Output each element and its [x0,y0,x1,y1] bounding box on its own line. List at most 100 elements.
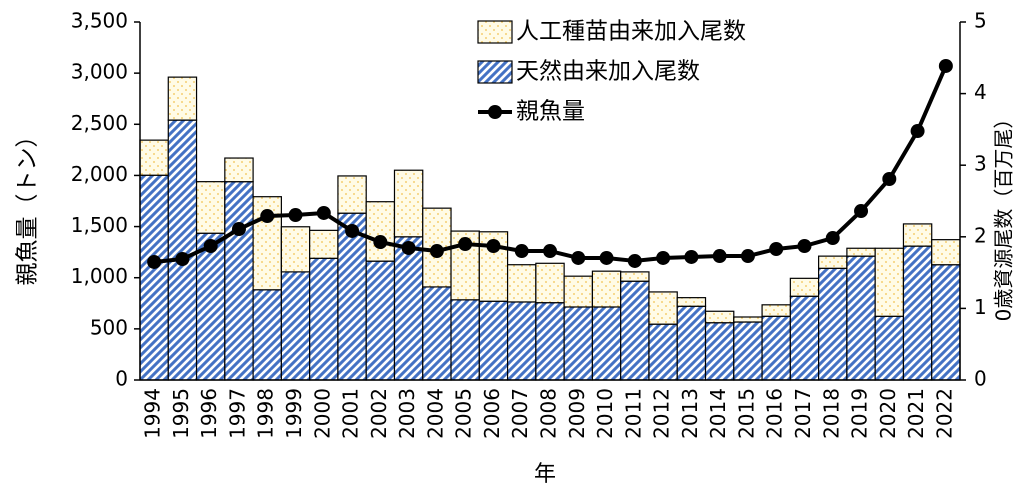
line-marker [656,250,671,265]
x-tick-label: 2016 [763,388,787,439]
x-tick-label: 1996 [197,388,221,439]
bar [280,271,311,381]
line-marker [740,249,755,264]
x-tick-label: 2021 [904,388,928,439]
bar [704,322,735,381]
x-tick-label: 2014 [706,388,730,439]
y-axis-label: 親魚量（トン） [15,125,41,286]
bar [365,260,396,381]
y-tick-label: 2,000 [71,162,128,186]
line-marker [825,231,840,246]
line-marker [684,249,699,264]
bar [733,321,763,381]
line-marker [203,239,218,254]
x-tick-label: 2007 [508,388,532,439]
line-marker [543,244,557,259]
line-marker [571,250,586,265]
x-tick-label: 2001 [339,388,363,439]
line-marker [288,208,303,223]
bar [280,226,311,273]
x-tick-label: 2022 [932,388,956,439]
bar [309,257,339,381]
bar [478,300,509,381]
bar [195,181,226,234]
bar [167,119,198,381]
y2-tick-label: 3 [974,152,987,176]
bar [252,289,282,381]
bar [139,174,169,381]
bar [195,232,226,381]
bar [591,306,622,381]
bar [676,305,707,381]
x-axis-label: 年 [534,462,556,487]
x-tick-label: 1994 [141,388,165,439]
x-tick-label: 1995 [169,388,193,439]
bar [620,271,650,282]
bar [563,275,594,308]
x-tick-label: 2004 [423,388,447,439]
line-marker [401,240,416,255]
line-marker [231,222,246,237]
bar [789,295,820,381]
legend-label: 人工種苗由来加入尾数 [516,19,746,45]
bar [506,301,537,381]
bar [676,297,707,307]
x-tick-label: 2010 [593,388,617,439]
line-marker [797,239,812,254]
legend-label: 親魚量 [516,99,585,125]
bar [761,304,791,317]
bar [846,255,876,381]
x-tick-label: 1997 [225,388,249,439]
x-tick-label: 2017 [791,388,815,439]
bar [931,264,961,381]
line-marker [175,251,190,266]
line-marker [345,223,360,238]
bar [648,323,678,381]
line-marker [316,205,331,220]
bar [337,212,367,381]
bar [535,262,565,304]
bar [874,247,905,317]
bar [139,139,169,176]
bar [902,245,933,381]
y2-tick-label: 0 [974,367,987,391]
bar [563,306,594,381]
bar [309,229,339,259]
x-tick-label: 1999 [282,388,306,439]
bar [591,270,622,308]
bar [224,157,254,183]
x-tick-label: 2005 [452,388,476,439]
x-tick-label: 2019 [848,388,872,439]
y-tick-label: 3,000 [71,60,128,84]
bar [704,310,735,324]
line-marker [769,241,784,256]
x-tick-label: 1998 [254,388,278,439]
y-tick-label: 500 [90,315,128,339]
x-tick-label: 2002 [367,388,391,439]
bar [422,286,452,381]
bar [818,267,848,381]
line-marker [910,124,925,139]
line-marker [712,249,727,264]
x-tick-label: 2000 [310,388,334,439]
y2-tick-label: 1 [974,295,987,319]
bar [902,223,933,247]
legend-marker [488,105,502,119]
bar [818,255,848,269]
bar [450,299,480,381]
bar [761,315,791,381]
y-tick-label: 2,500 [71,111,128,135]
bar [620,280,650,381]
line-marker [627,253,642,268]
line-marker [147,254,162,269]
bar [846,247,876,257]
x-tick-label: 2015 [734,388,758,439]
bar [337,175,367,214]
line-marker [429,244,444,259]
y2-tick-label: 2 [974,223,987,247]
bar [224,181,254,381]
x-tick-label: 2006 [480,388,504,439]
bar [931,239,961,266]
bar [167,76,198,121]
line-marker [373,235,388,250]
